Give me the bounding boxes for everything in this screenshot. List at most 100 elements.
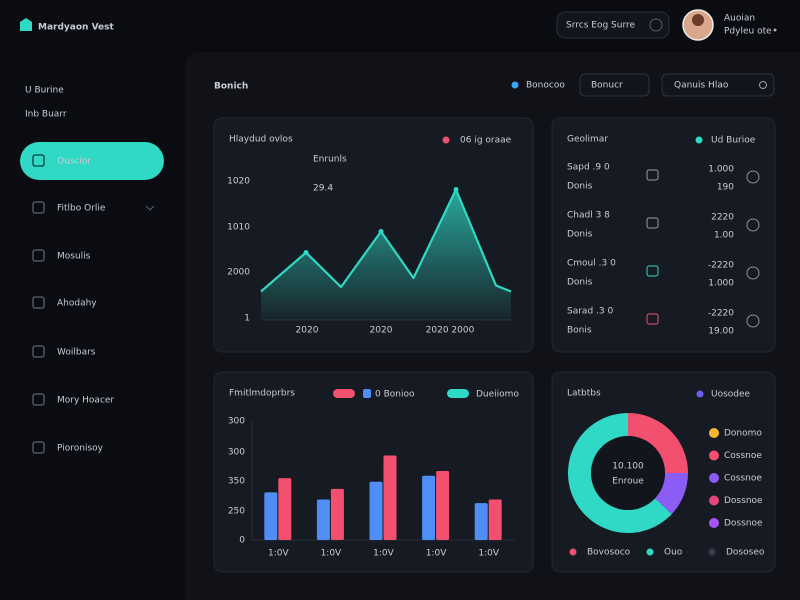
x-tick-label: 2020 [296, 326, 319, 336]
logo [20, 18, 32, 31]
bar [369, 481, 383, 540]
x-tick-label: 1:0V [426, 549, 447, 559]
user-role: Pdyleu ote [724, 27, 772, 37]
row-value: -2220 [708, 261, 734, 271]
bar [278, 478, 292, 540]
nav-item: Fitlbo Orlie [57, 204, 106, 214]
row-name: Cmoul .3 0 [567, 259, 616, 269]
row-sub: Donis [567, 278, 593, 288]
legend-dot [442, 136, 450, 144]
button-label: Qanuis Hlao [674, 81, 729, 91]
chevron [145, 205, 155, 211]
row-action[interactable] [746, 170, 760, 184]
x-tick-label: 1:0V [321, 549, 342, 559]
row-value: -2220 [708, 309, 734, 319]
nav-item: Woilbars [57, 348, 96, 358]
row-sub: Bonis [567, 326, 592, 336]
y-tick-label: 0 [239, 536, 245, 546]
y-tick-label: 300 [228, 448, 245, 458]
button[interactable] [661, 73, 775, 97]
y-tick-label: 300 [228, 417, 245, 427]
bar [474, 503, 488, 540]
legend-pill [447, 389, 469, 398]
legend-label: 06 ig oraae [460, 136, 512, 146]
kpi-value: 29.4 [313, 184, 333, 194]
kpi-label: Enrunls [313, 155, 347, 165]
row-action[interactable] [746, 314, 760, 328]
page-title: Bonich [214, 82, 248, 92]
row-value2: 190 [717, 183, 734, 193]
legend-label: 0 Bonioo [375, 390, 415, 400]
search-box[interactable] [556, 11, 670, 39]
panel-title: Latbtbs [567, 389, 601, 399]
nav-item: Pioronisoy [57, 444, 104, 454]
avatar-hair [692, 14, 704, 26]
y-tick-label: 350 [228, 477, 245, 487]
dropdown-dot [773, 28, 777, 32]
donut-center-label: Enroue [612, 477, 644, 487]
donut-segment [628, 413, 688, 473]
legend-icon [709, 428, 719, 438]
legend-dot [569, 548, 577, 556]
nav-item: Mosulis [57, 252, 91, 262]
y-tick-label: 250 [228, 507, 245, 517]
legend-icon [709, 518, 719, 528]
nav-icon [32, 393, 45, 406]
row-icon [646, 169, 659, 181]
donut-center-value: 10.100 [612, 462, 644, 472]
point [303, 250, 309, 255]
legend-dot [695, 136, 703, 144]
row-value2: 1.000 [708, 279, 734, 289]
nav-icon [32, 296, 45, 309]
nav-icon [32, 154, 45, 167]
legend-icon [709, 450, 719, 461]
app-title: Mardyaon Vest [38, 23, 115, 33]
nav-item: Ahodahy [57, 299, 97, 309]
legend-label: Dueiiomo [476, 390, 519, 400]
legend-dot [696, 390, 704, 398]
button-icon [759, 81, 767, 89]
legend-label: Dossnoe [724, 496, 763, 506]
nav-icon [32, 441, 45, 454]
x-tick-label: 2020 [370, 326, 393, 336]
legend-icon [363, 389, 371, 398]
legend-label: Ouo [664, 548, 683, 558]
x-tick-label: 1:0V [478, 549, 499, 559]
x-tick-label: 2020 2000 [426, 326, 475, 336]
row-sub: Donis [567, 182, 593, 192]
bar [330, 488, 344, 540]
row-value2: 19.00 [708, 327, 734, 337]
legend-icon [709, 473, 719, 483]
nav-icon [32, 345, 45, 358]
sidebar-subtitle: Inb Buarr [25, 110, 67, 120]
donut-hole [591, 436, 665, 510]
legend-label: Dososeo [726, 548, 765, 558]
legend-dot [708, 548, 716, 556]
x-tick-label: 1:0V [373, 549, 394, 559]
bar [264, 492, 278, 540]
row-action[interactable] [746, 266, 760, 280]
legend-label: Uosodee [711, 390, 751, 400]
legend-label: Ud Burioe [711, 136, 756, 146]
legend-label: Donomo [724, 429, 762, 439]
panel-title: Geolimar [567, 135, 608, 145]
point [453, 187, 459, 192]
active-nav-item[interactable] [20, 142, 164, 180]
sidebar-title: U Burine [25, 86, 64, 96]
legend-icon [709, 495, 719, 506]
row-action[interactable] [746, 218, 760, 232]
nav-item: Mory Hoacer [57, 396, 114, 406]
panel [213, 371, 534, 573]
legend-dot [511, 81, 519, 89]
user-name: Auoian [724, 14, 755, 24]
row-icon [646, 217, 659, 229]
row-value: 1.000 [708, 165, 734, 175]
donut-segment [654, 473, 688, 515]
button[interactable] [579, 73, 650, 97]
bar [488, 499, 502, 540]
y-tick-label: 2000 [227, 268, 250, 278]
row-value2: 1.00 [714, 231, 734, 241]
nav-icon [32, 249, 45, 262]
